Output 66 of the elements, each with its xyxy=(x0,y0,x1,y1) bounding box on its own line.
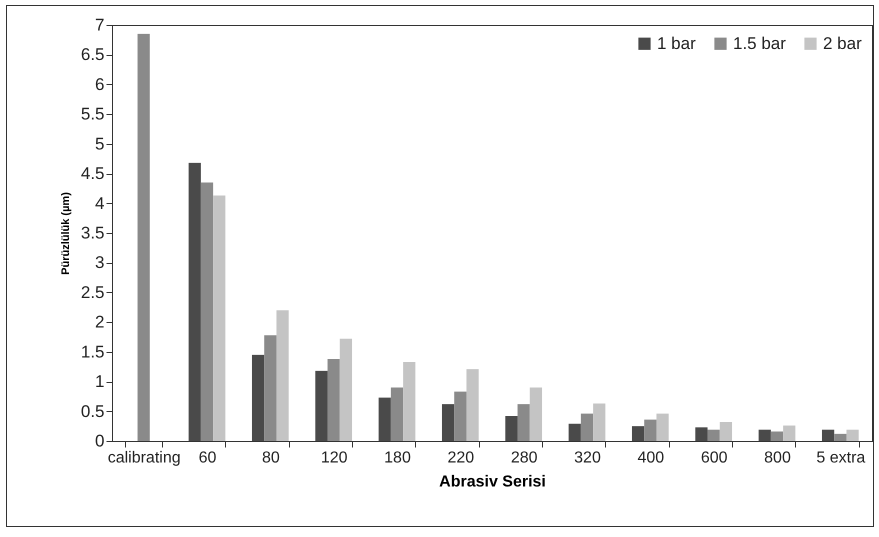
y-tick-label: 0 xyxy=(95,432,104,450)
y-tick-label: 6.5 xyxy=(80,45,104,64)
bar xyxy=(252,354,264,441)
bar xyxy=(315,370,328,441)
y-tick-label: 1.5 xyxy=(80,342,104,362)
bar xyxy=(264,335,276,441)
x-tick-label: 280 xyxy=(510,450,538,466)
bar xyxy=(340,338,352,441)
bar xyxy=(454,392,466,441)
bar xyxy=(276,310,289,441)
y-tick-label: 1 xyxy=(95,372,104,392)
y-tick-label: 4 xyxy=(95,194,104,213)
legend-label: 2 bar xyxy=(823,34,862,53)
bar xyxy=(758,430,771,441)
bar xyxy=(770,431,784,441)
x-tick-label: 400 xyxy=(637,450,664,466)
bar xyxy=(720,422,732,441)
bar xyxy=(568,424,581,441)
bar xyxy=(518,404,530,441)
y-tick-label: 5.5 xyxy=(80,104,104,124)
bar xyxy=(328,358,340,441)
bar xyxy=(466,369,479,441)
bar xyxy=(783,426,796,441)
bar xyxy=(378,398,391,441)
bar xyxy=(213,196,226,441)
x-tick-label: calibrating xyxy=(108,450,181,466)
y-tick-label: 7 xyxy=(95,16,104,34)
x-tick-label: 320 xyxy=(574,450,601,466)
bar xyxy=(644,420,656,441)
x-tick-label: 180 xyxy=(384,450,411,466)
bar xyxy=(593,404,606,441)
legend-label: 1 bar xyxy=(657,34,696,53)
y-tick-label: 3 xyxy=(95,253,104,272)
legend-label: 1.5 bar xyxy=(733,34,786,53)
bar xyxy=(200,182,214,441)
bar xyxy=(834,434,846,441)
x-tick-label: 600 xyxy=(700,450,728,466)
bar xyxy=(846,430,859,441)
y-axis-title: Pürüzlülük (µm) xyxy=(60,192,72,275)
x-axis-title: Abrasiv Serisi xyxy=(439,474,546,490)
bar xyxy=(188,162,201,441)
bar xyxy=(138,34,150,441)
bar xyxy=(695,427,708,441)
bar xyxy=(708,430,720,441)
x-tick-label: 220 xyxy=(447,450,474,466)
y-tick-label: 5 xyxy=(95,134,104,154)
y-tick-label: 4.5 xyxy=(80,164,104,184)
y-tick-label: 0.5 xyxy=(80,402,104,421)
bar xyxy=(505,416,518,441)
bar xyxy=(822,430,834,441)
y-tick-label: 2.5 xyxy=(80,282,104,302)
bar xyxy=(442,404,454,441)
x-tick-label: 5 extra xyxy=(816,450,866,466)
x-tick-label: 120 xyxy=(320,450,348,466)
y-tick-label: 3.5 xyxy=(80,224,104,242)
bar xyxy=(580,414,594,441)
bar xyxy=(403,362,416,441)
x-tick-label: 800 xyxy=(764,450,791,466)
bar xyxy=(530,388,542,441)
y-tick-label: 2 xyxy=(95,312,104,332)
y-tick-label: 6 xyxy=(95,74,104,94)
bar xyxy=(390,388,404,441)
x-tick-label: 80 xyxy=(262,450,280,466)
bar xyxy=(656,414,669,441)
x-tick-label: 60 xyxy=(198,450,216,466)
bar xyxy=(632,426,644,441)
